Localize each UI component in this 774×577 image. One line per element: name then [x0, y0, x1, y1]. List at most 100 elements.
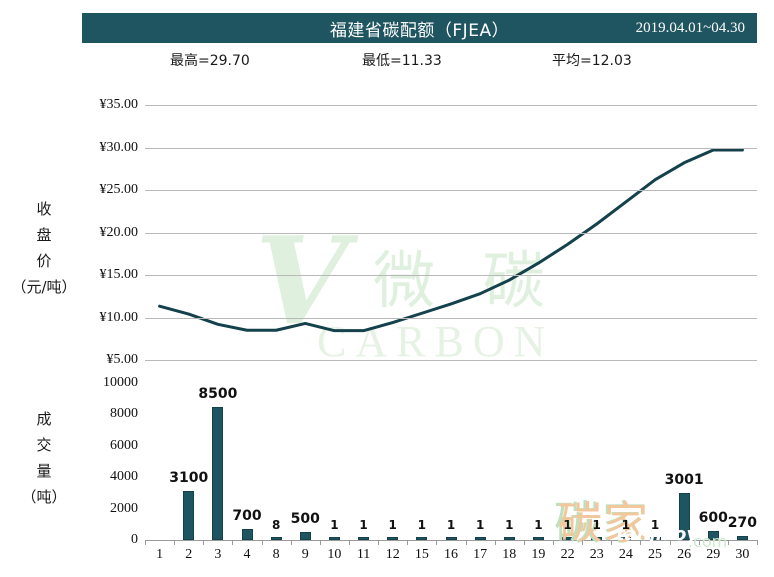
volume-bar	[474, 537, 486, 540]
x-axis-label: 11	[356, 547, 371, 562]
x-axis-tick	[757, 540, 758, 545]
volume-x-axis-line	[145, 540, 757, 541]
x-axis-label: 29	[706, 547, 721, 562]
price-gridline	[145, 190, 757, 191]
x-axis-tick	[494, 540, 496, 545]
volume-bar-label: 1	[475, 518, 485, 532]
price-gridline	[145, 147, 757, 149]
volume-bar	[299, 532, 311, 540]
x-axis-tick	[378, 540, 380, 545]
stat-min: 最低=11.33	[362, 53, 442, 69]
x-axis-tick	[582, 540, 584, 545]
volume-bar-label: 1	[592, 518, 601, 532]
volume-bar	[270, 537, 282, 540]
volume-bar-label: 1	[417, 518, 427, 532]
volume-bar-label: 700	[232, 508, 262, 524]
axis-title-char: （元/吨）	[11, 278, 77, 296]
x-axis-label: 12	[385, 547, 400, 562]
volume-bar	[387, 537, 399, 540]
x-axis-tick	[465, 540, 467, 545]
volume-bar-label: 8	[271, 518, 281, 532]
x-axis-tick	[290, 540, 292, 545]
volume-y-tick-label: 2000	[110, 500, 138, 516]
price-y-tick-label: ¥25.00	[99, 182, 139, 197]
x-axis-label: 17	[473, 547, 488, 562]
volume-chart-plot-area: 10000 8000 6000 4000 2000 0	[103, 375, 757, 547]
volume-bar-label: 3100	[169, 470, 209, 487]
price-line-path	[158, 148, 744, 333]
x-axis-tick	[727, 540, 729, 545]
volume-bar-label: 1	[563, 518, 572, 532]
price-gridline	[145, 105, 757, 106]
x-axis-label: 24	[618, 547, 633, 562]
volume-bar	[503, 537, 515, 540]
x-axis-label: 9	[301, 547, 309, 562]
volume-bar-label: 1	[505, 518, 514, 532]
x-axis-tick	[669, 540, 671, 545]
x-axis-tick	[145, 540, 146, 545]
x-axis-tick	[261, 540, 263, 545]
price-gridline	[145, 275, 757, 276]
x-axis-tick	[698, 540, 700, 545]
volume-bar-label: 500	[290, 511, 320, 528]
x-axis-tick	[611, 540, 613, 545]
x-axis-label: 19	[531, 547, 546, 562]
axis-title-char: （吨）	[21, 488, 67, 506]
x-axis-label: 10	[327, 547, 342, 562]
volume-bar-label: 600	[698, 509, 728, 526]
x-axis-label: 18	[502, 547, 517, 562]
price-line-series	[158, 148, 744, 333]
x-axis-label: 26	[677, 547, 692, 562]
volume-bar-label: 3001	[664, 471, 704, 488]
x-axis-tick	[553, 540, 554, 545]
price-gridline	[145, 360, 757, 361]
volume-axis-title: 成交量 （吨）	[8, 406, 80, 510]
volume-bar	[183, 491, 195, 540]
price-y-tick-label: ¥30.00	[99, 139, 139, 155]
volume-y-tick-label: 6000	[110, 437, 138, 453]
x-axis-label: 4	[243, 547, 251, 562]
volume-bar	[358, 537, 370, 540]
price-y-tick-label: ¥5.00	[106, 352, 139, 367]
volume-bar-label: 1	[534, 518, 543, 532]
x-axis-tick	[174, 540, 176, 545]
chart-title-bar: 福建省碳配额（FJEA） 2019.04.01~04.30	[82, 13, 757, 43]
x-axis-label: 23	[589, 547, 604, 562]
axis-title-char: 量	[36, 462, 52, 480]
date-range-label: 2019.04.01~04.30	[635, 19, 745, 36]
volume-bar	[532, 537, 544, 540]
axis-title-char: 交	[36, 436, 52, 454]
price-y-tick-label: ¥35.00	[99, 97, 139, 112]
x-axis-label: 16	[444, 547, 458, 562]
x-axis-tick	[319, 540, 321, 545]
stats-row: 最高=29.70 最低=11.33 平均=12.03	[82, 50, 757, 76]
volume-bar	[445, 537, 457, 540]
price-gridline	[145, 232, 757, 234]
x-axis-tick	[436, 540, 438, 545]
x-axis-label: 25	[648, 547, 662, 562]
stat-max: 最高=29.70	[170, 53, 250, 69]
volume-bar-label: 1	[330, 518, 339, 532]
x-axis-tick	[232, 540, 234, 545]
volume-bar-label: 1	[446, 518, 456, 532]
x-axis-tick	[349, 540, 350, 545]
volume-bar-label: 1	[388, 518, 397, 532]
volume-y-tick-label: 4000	[110, 469, 138, 485]
volume-bar	[649, 537, 661, 540]
price-y-tick-label: ¥10.00	[99, 309, 139, 325]
axis-title-char: 收	[36, 200, 52, 218]
volume-bar	[736, 535, 748, 540]
axis-title-char: 价	[36, 252, 52, 270]
x-axis-label: 22	[560, 547, 575, 562]
x-axis-tick	[523, 540, 525, 545]
price-axis-title: 收盘价 （元/吨）	[8, 196, 80, 300]
volume-bar-label: 270	[727, 514, 758, 531]
price-y-tick-label: ¥15.00	[99, 267, 139, 282]
volume-bar-label: 1	[650, 518, 660, 532]
volume-y-tick-label: 0	[131, 532, 138, 547]
volume-y-tick-label: 8000	[110, 406, 138, 422]
price-y-tick-label: ¥20.00	[99, 224, 139, 240]
volume-bar	[212, 406, 224, 540]
x-axis-label: 3	[214, 547, 222, 562]
